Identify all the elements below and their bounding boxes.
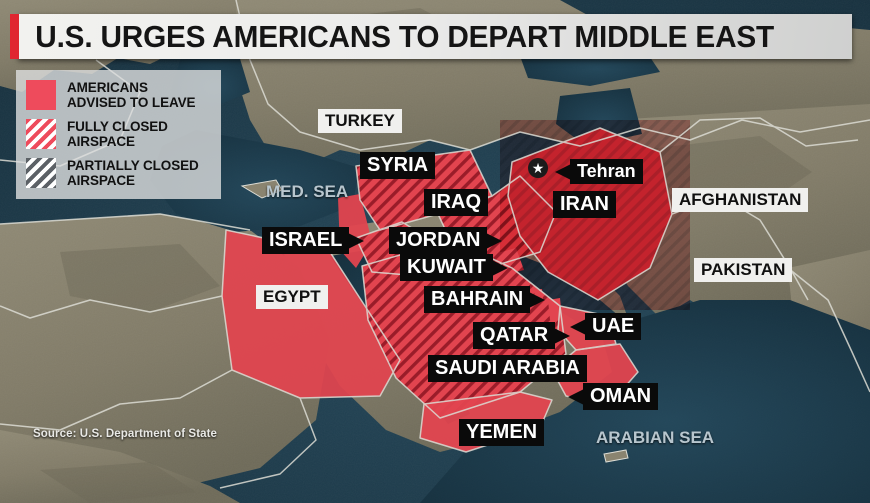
- map-label-jordan: JORDAN: [389, 227, 488, 254]
- map-label-text: IRAQ: [424, 189, 488, 216]
- map-label-iran: IRAN: [553, 191, 616, 218]
- map-label-egypt: EGYPT: [256, 285, 328, 309]
- map-label-text: SYRIA: [360, 152, 436, 179]
- headline-accent-bar: [10, 14, 19, 59]
- map-label-tehran: Tehran: [570, 159, 643, 184]
- legend-item-americans-advised: AMERICANS ADVISED TO LEAVE: [26, 80, 211, 110]
- region-egypt: [222, 230, 400, 398]
- map-label-yemen: YEMEN: [459, 419, 545, 446]
- socotra: [603, 449, 629, 463]
- map-label-text: ISRAEL: [262, 227, 350, 254]
- tehran-capital-star-icon: ★: [528, 158, 548, 178]
- map-label-qatar: QATAR: [473, 322, 556, 349]
- map-label-text: MED. SEA: [266, 182, 349, 201]
- map-label-text: IRAN: [553, 191, 616, 218]
- map-label-saudi-arabia: SAUDI ARABIA: [428, 355, 587, 382]
- legend-item-partially-closed: PARTIALLY CLOSED AIRSPACE: [26, 158, 211, 188]
- map-label-text: YEMEN: [459, 419, 545, 446]
- map-label-turkey: TURKEY: [318, 109, 402, 133]
- red-hatch-swatch-icon: [26, 119, 56, 149]
- map-label-text: KUWAIT: [400, 254, 493, 281]
- map-label-text: Tehran: [570, 159, 643, 184]
- map-label-bahrain: BAHRAIN: [424, 286, 531, 313]
- legend-item-label: AMERICANS ADVISED TO LEAVE: [67, 80, 196, 110]
- solid-red-swatch-icon: [26, 80, 56, 110]
- source-attribution: Source: U.S. Department of State: [33, 428, 218, 440]
- map-label-text: AFGHANISTAN: [672, 188, 809, 212]
- map-label-oman: OMAN: [583, 383, 659, 410]
- gray-hatch-swatch-icon: [26, 158, 56, 188]
- cyprus: [240, 179, 283, 199]
- map-label-med-sea: MED. SEA: [266, 183, 348, 200]
- page-title: U.S. URGES AMERICANS TO DEPART MIDDLE EA…: [35, 18, 775, 54]
- map-label-arabian-sea: ARABIAN SEA: [596, 429, 714, 446]
- star-glyph: ★: [531, 160, 545, 176]
- map-label-kuwait: KUWAIT: [400, 254, 493, 281]
- map-label-text: OMAN: [583, 383, 659, 410]
- map-label-uae: UAE: [585, 313, 642, 340]
- map-label-text: PAKISTAN: [694, 258, 793, 282]
- map-label-text: JORDAN: [389, 227, 488, 254]
- map-label-pakistan: PAKISTAN: [694, 258, 793, 282]
- legend-item-label: PARTIALLY CLOSED AIRSPACE: [67, 158, 199, 188]
- region-qatar: [548, 298, 562, 320]
- map-label-text: BAHRAIN: [424, 286, 531, 313]
- map-label-syria: SYRIA: [360, 152, 436, 179]
- headline-banner: U.S. URGES AMERICANS TO DEPART MIDDLE EA…: [10, 14, 852, 59]
- map-label-text: UAE: [585, 313, 642, 340]
- legend-item-fully-closed: FULLY CLOSED AIRSPACE: [26, 119, 211, 149]
- legend: AMERICANS ADVISED TO LEAVE FULLY CLOSED …: [16, 70, 221, 199]
- map-label-iraq: IRAQ: [424, 189, 488, 216]
- map-label-text: SAUDI ARABIA: [428, 355, 587, 382]
- map-label-text: TURKEY: [318, 109, 402, 133]
- map-label-text: ARABIAN SEA: [596, 428, 715, 447]
- map-label-text: QATAR: [473, 322, 556, 349]
- legend-item-label: FULLY CLOSED AIRSPACE: [67, 119, 168, 149]
- map-label-afghanistan: AFGHANISTAN: [672, 188, 809, 212]
- map-label-text: EGYPT: [256, 285, 328, 309]
- map-label-israel: ISRAEL: [262, 227, 350, 254]
